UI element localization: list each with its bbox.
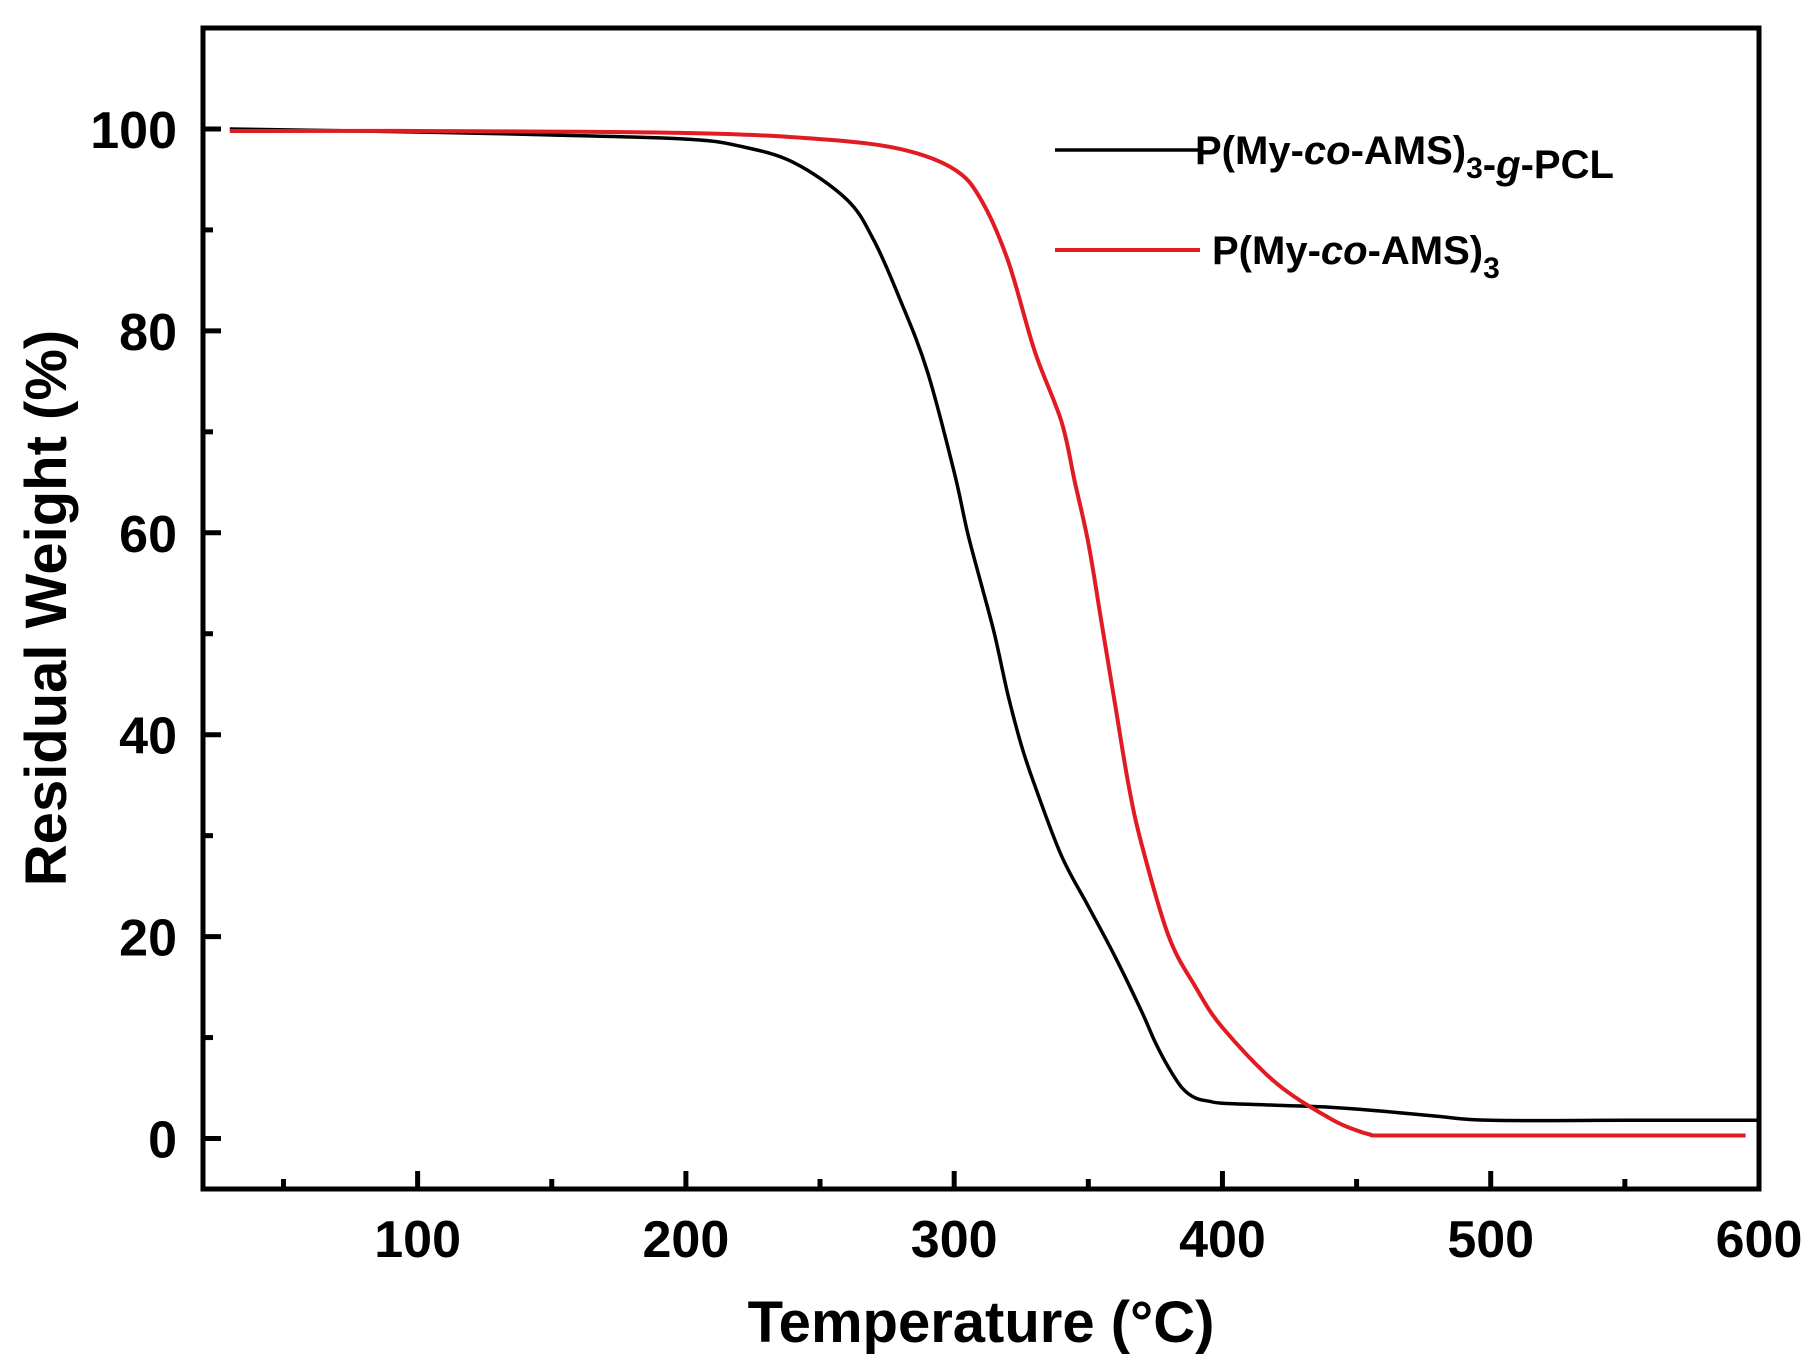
y-tick-label: 80 [119,304,177,362]
series-lines [229,127,1759,1138]
x-tick-label: 500 [1447,1211,1534,1269]
axis-ticks [203,25,1762,1189]
x-tick-label: 100 [374,1211,461,1269]
x-tick-label: 300 [911,1211,998,1269]
legend-label-2: P(My-co-AMS)3 [1212,229,1500,285]
y-tick-label: 60 [119,506,177,564]
y-axis-title: Residual Weight (%) [14,330,79,886]
plot-frame [200,25,1762,1192]
x-tick-label: 600 [1716,1211,1803,1269]
x-axis-title: Temperature (°C) [748,1290,1215,1355]
y-tick-label: 100 [90,102,177,160]
series-line-2 [229,128,1746,1138]
y-tick-labels: 0 20 40 60 80 100 [90,102,177,1170]
y-tick-label: 40 [119,708,177,766]
series-line-1 [229,127,1759,1123]
y-tick-label: 0 [148,1112,177,1170]
x-tick-labels: 100 200 300 400 500 600 [374,1211,1802,1269]
y-tick-label: 20 [119,910,177,968]
x-tick-label: 200 [643,1211,730,1269]
legend-label-1: P(My-co-AMS)3-g-PCL [1195,129,1614,187]
x-tick-label: 400 [1179,1211,1266,1269]
legend: P(My-co-AMS)3-g-PCL P(My-co-AMS)3 [1055,129,1614,285]
